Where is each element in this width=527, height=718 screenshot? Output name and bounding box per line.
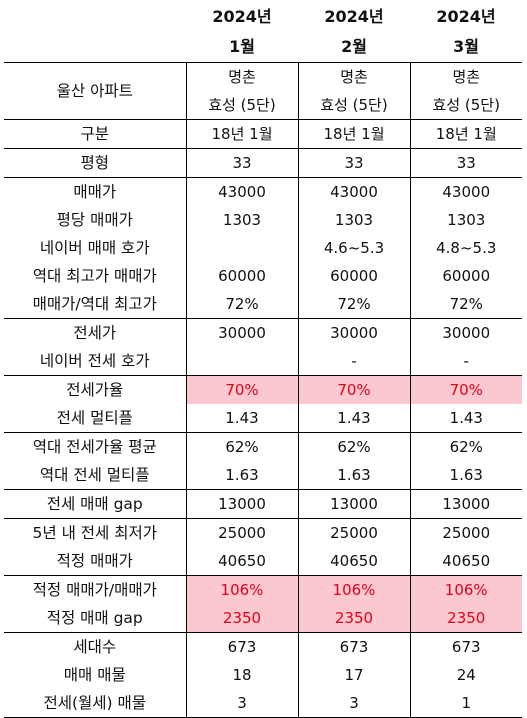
row-5yr-jeonse-low: 5년 내 전세 최저가 25000 25000 25000 <box>4 518 522 547</box>
row-jeonse-multiple: 전세 멀티플 1.43 1.43 1.43 <box>4 404 522 433</box>
month-3: 3월 <box>453 37 479 56</box>
row-hist-jeonse-multiple: 역대 전세 멀티플 1.63 1.63 1.63 <box>4 461 522 490</box>
apartment-comparison-table: 2024년 2024년 2024년 1월 2월 3월 울산 아파트 명촌 명촌 … <box>4 0 522 718</box>
row-jeonse-sale-gap: 전세 매매 gap 13000 13000 13000 <box>4 489 522 519</box>
row-jeonse-price: 전세가 30000 30000 30000 <box>4 318 522 347</box>
apt-complex-2: 효성 (5단) <box>297 91 410 120</box>
apt-complex-1: 효성 (5단) <box>185 91 298 120</box>
row-size: 평형 33 33 33 <box>4 148 522 178</box>
row-price-per-pyeong: 평당 매매가 1303 1303 1303 <box>4 206 522 234</box>
row-fair-price: 적정 매매가 40650 40650 40650 <box>4 547 522 576</box>
year-3: 2024년 <box>436 7 496 26</box>
apt-name-2: 명촌 <box>297 62 410 91</box>
row-category: 구분 18년 1월 18년 1월 18년 1월 <box>4 119 522 149</box>
apt-complex-3: 효성 (5단) <box>409 91 522 120</box>
row-sale-listings: 매매 매물 18 17 24 <box>4 661 522 689</box>
apartment-name-row-2: 효성 (5단) 효성 (5단) 효성 (5단) <box>4 91 522 120</box>
apt-name-1: 명촌 <box>185 62 298 91</box>
row-avg-jeonse-ratio: 역대 전세가율 평균 62% 62% 62% <box>4 432 522 461</box>
row-naver-sale-ask: 네이버 매매 호가 4.6~5.3 4.8~5.3 <box>4 234 522 262</box>
month-2: 2월 <box>341 37 367 56</box>
apartment-name-row-1: 울산 아파트 명촌 명촌 명촌 <box>4 62 522 120</box>
row-jeonse-listings: 전세(월세) 매물 3 3 1 <box>4 689 522 718</box>
year-1: 2024년 <box>212 7 272 26</box>
region-label: 울산 아파트 <box>4 62 186 120</box>
corner-cell <box>4 0 186 32</box>
header-year-row: 2024년 2024년 2024년 <box>4 0 522 32</box>
row-jeonse-ratio: 전세가율 70% 70% 70% <box>4 375 522 404</box>
row-naver-jeonse-ask: 네이버 전세 호가 - - <box>4 347 522 376</box>
apt-name-3: 명촌 <box>409 62 522 91</box>
row-sale-price: 매매가 43000 43000 43000 <box>4 177 522 206</box>
row-price-vs-high: 매매가/역대 최고가 72% 72% 72% <box>4 290 522 319</box>
row-households: 세대수 673 673 673 <box>4 632 522 661</box>
year-2: 2024년 <box>324 7 384 26</box>
header-month-row: 1월 2월 3월 <box>4 32 522 63</box>
row-record-high: 역대 최고가 매매가 60000 60000 60000 <box>4 262 522 290</box>
month-1: 1월 <box>229 37 255 56</box>
row-fair-vs-price: 적정 매매가/매매가 106% 106% 106% <box>4 575 522 604</box>
row-fair-gap: 적정 매매 gap 2350 2350 2350 <box>4 604 522 633</box>
